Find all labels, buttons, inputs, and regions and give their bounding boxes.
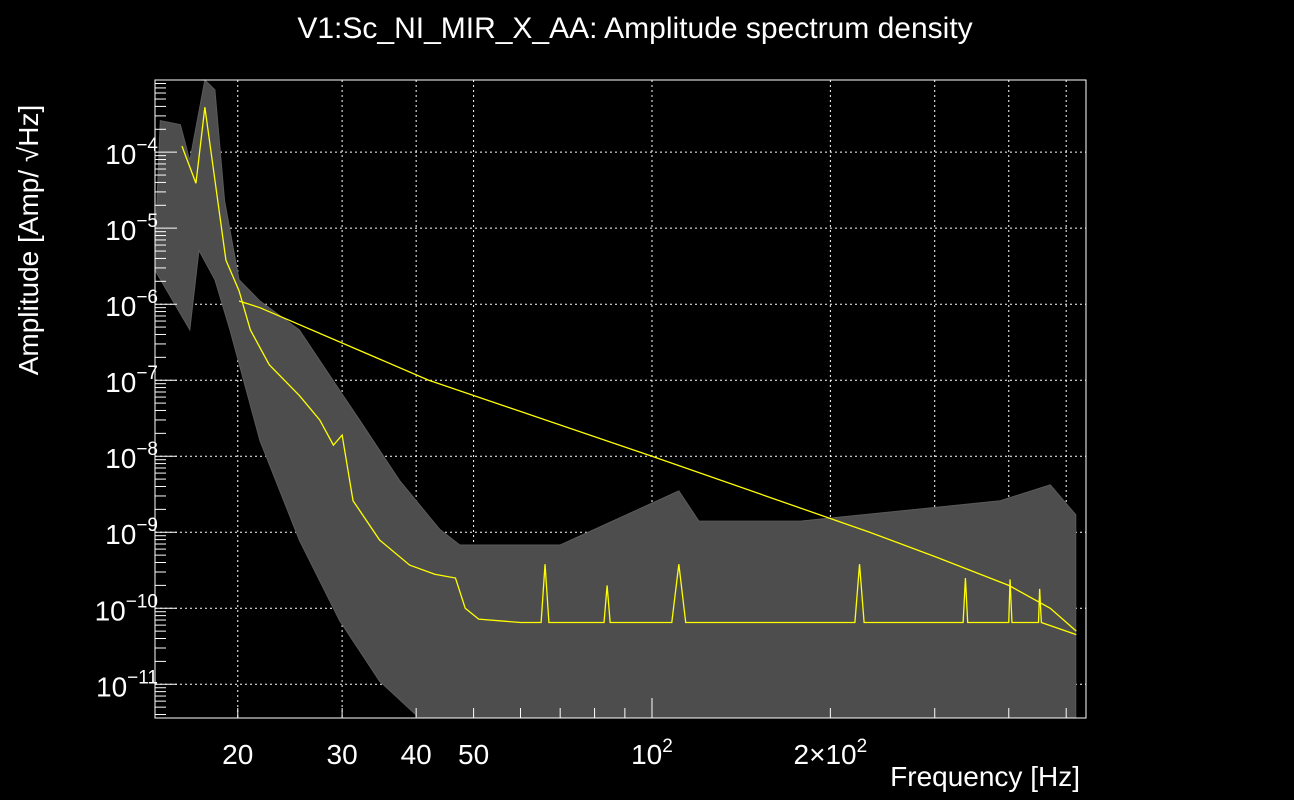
x-tick-label: 2×102 <box>794 736 868 770</box>
x-tick-label: 30 <box>327 739 358 770</box>
y-tick-label: 10−10 <box>95 591 158 626</box>
x-axis-label: Frequency [Hz] <box>890 761 1080 792</box>
y-tick-label: 10−8 <box>105 439 158 474</box>
y-tick-label: 10−7 <box>105 363 158 398</box>
plot-frame <box>154 79 1087 719</box>
x-tick-label: 102 <box>631 736 673 770</box>
y-tick-label: 10−11 <box>96 667 158 702</box>
y-tick-label: 10−4 <box>105 135 158 170</box>
axis-ticks: 20 30 40 50 102 2×102 10−4 10−5 10−6 10−7 10−8 10−9… <box>95 83 1067 770</box>
spectra-band-area <box>154 78 1077 719</box>
series-lines <box>181 107 1077 636</box>
y-axis-label: Amplitude [Amp/ √Hz] <box>13 105 44 376</box>
x-tick-label: 50 <box>458 739 489 770</box>
x-tick-label: 20 <box>222 739 253 770</box>
y-tick-label: 10−5 <box>105 211 158 246</box>
y-tick-label: 10−9 <box>105 515 158 550</box>
series-reference <box>238 300 1077 632</box>
x-tick-label: 40 <box>401 739 432 770</box>
spectra-band <box>154 78 1077 719</box>
y-tick-label: 10−6 <box>105 287 158 322</box>
chart-title: V1:Sc_NI_MIR_X_AA: Amplitude spectrum de… <box>297 12 972 45</box>
series-current <box>181 107 1077 636</box>
